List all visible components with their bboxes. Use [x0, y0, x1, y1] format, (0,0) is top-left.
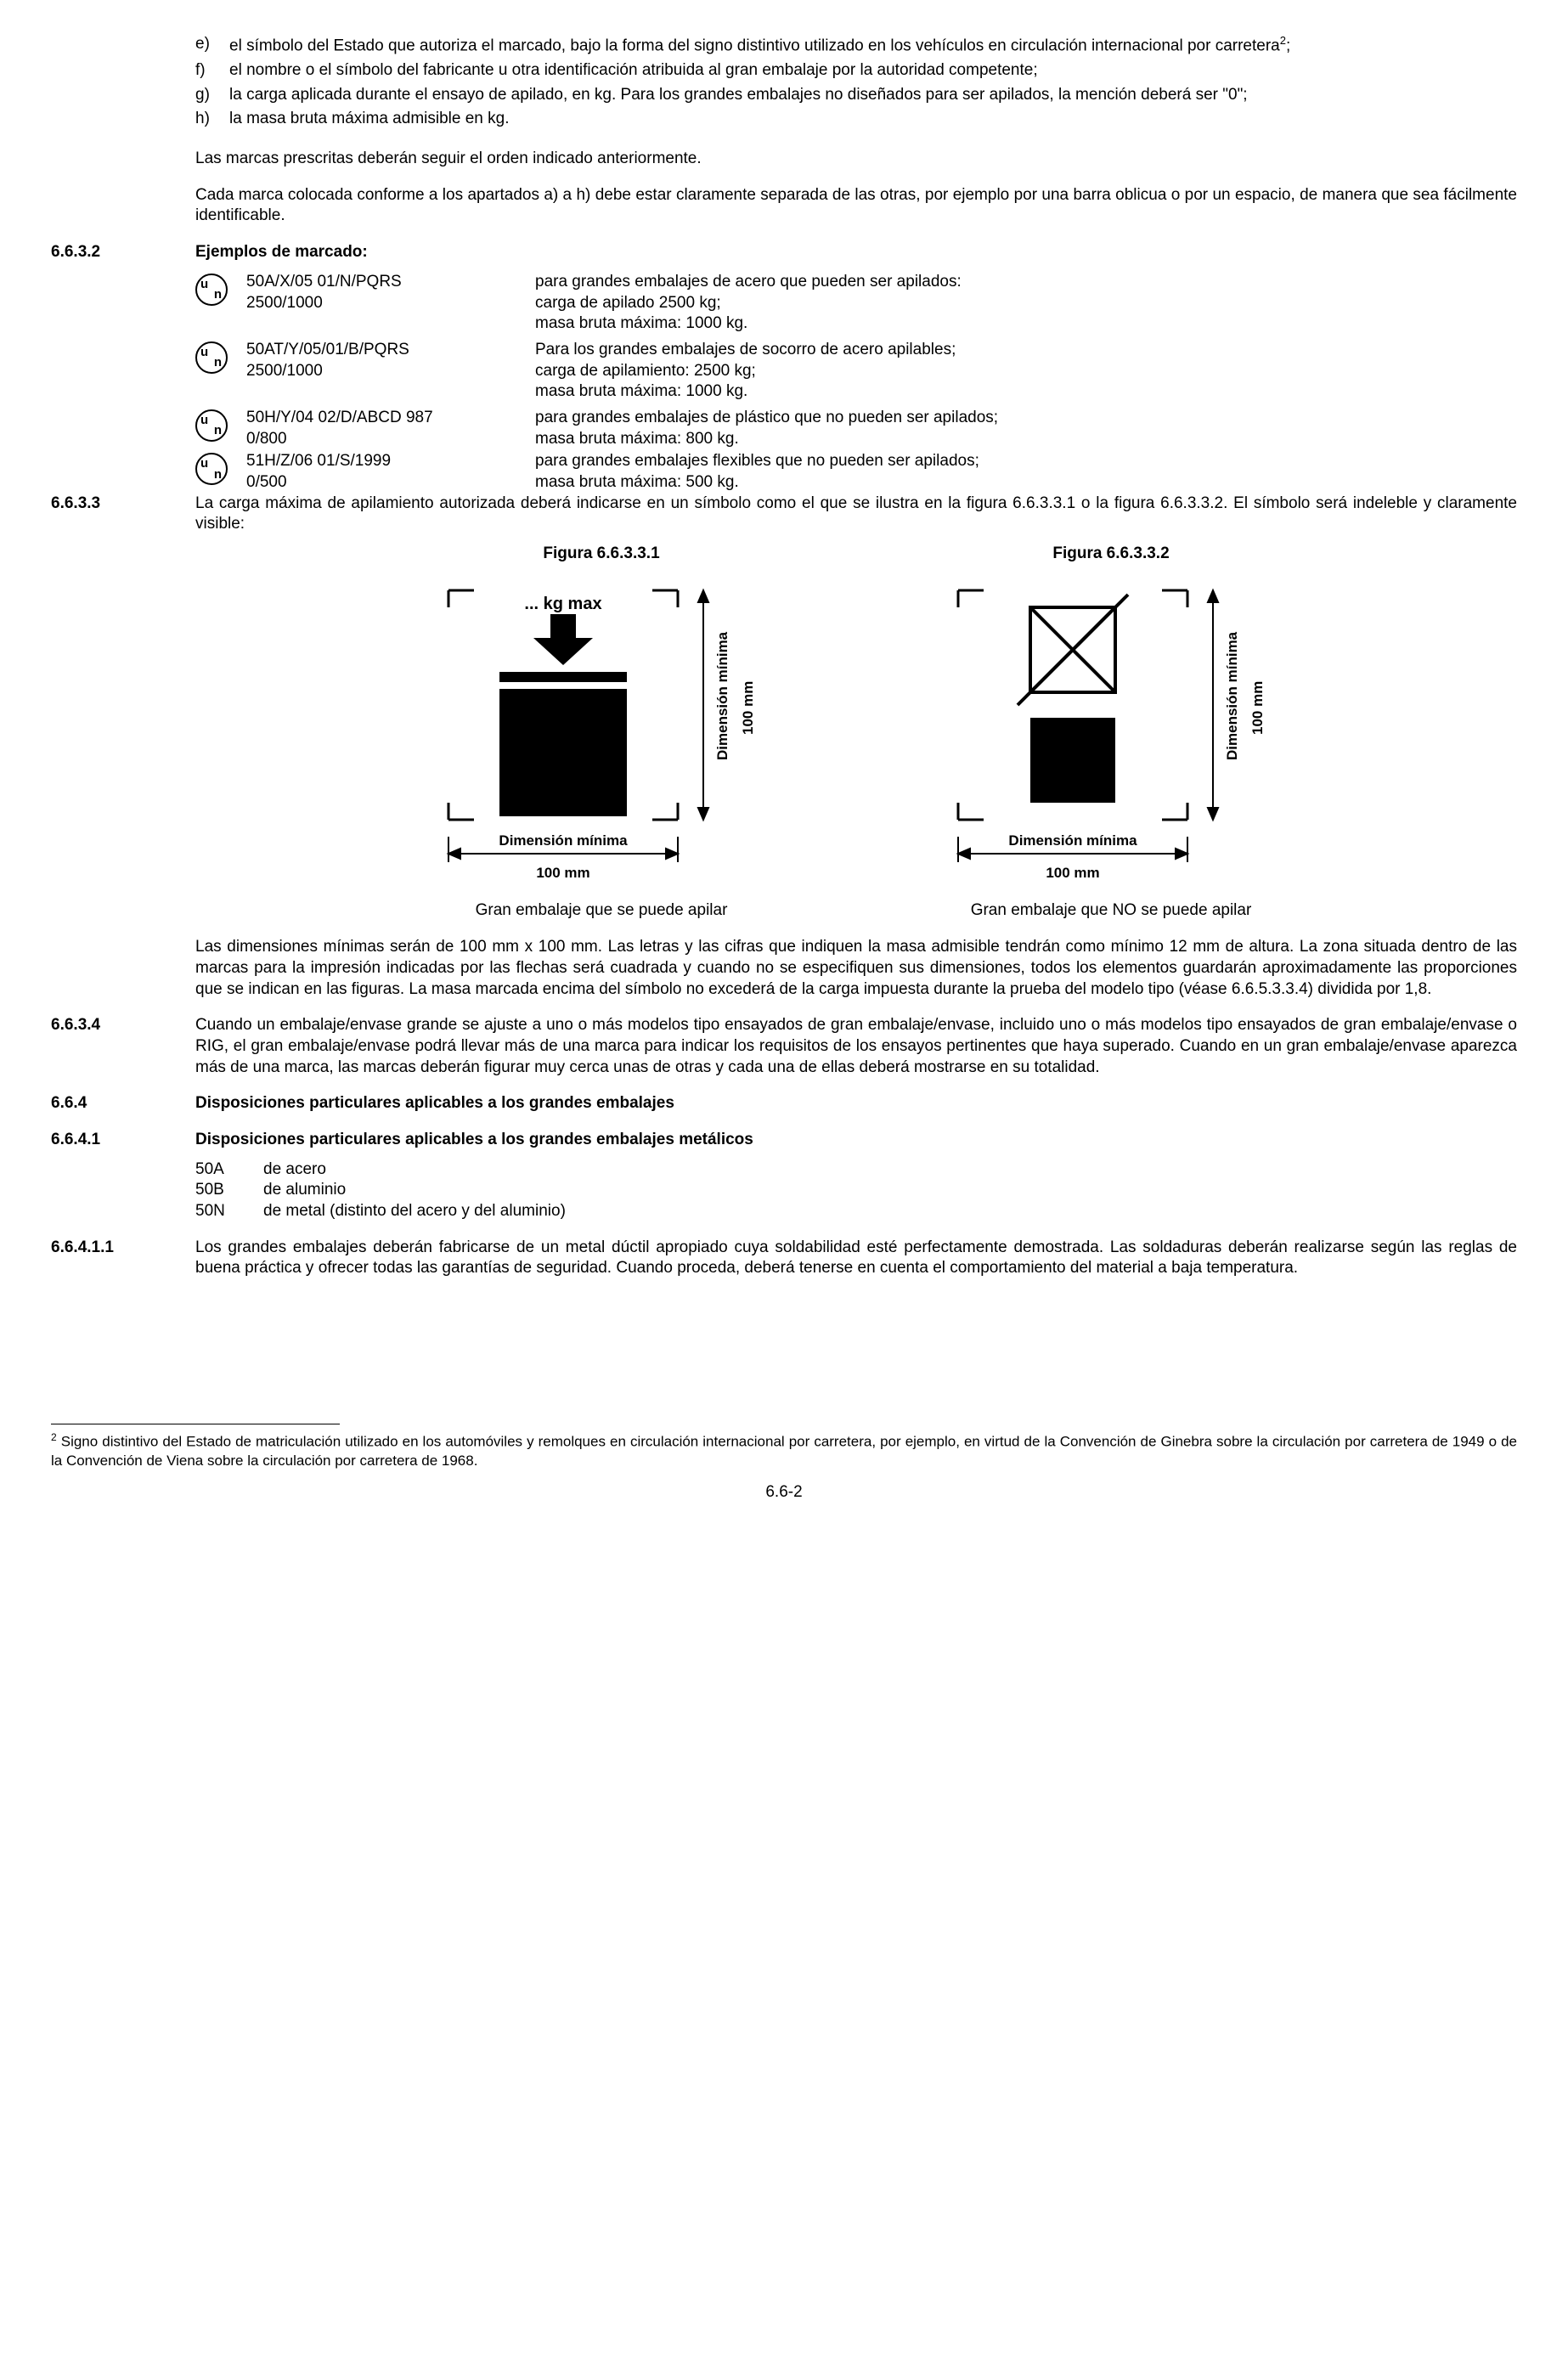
paragraph-sep: Cada marca colocada conforme a los apart…	[195, 185, 1517, 227]
example-desc: para grandes embalajes flexibles que no …	[535, 451, 1517, 472]
un-icon: un	[195, 409, 228, 442]
page-number: 6.6-2	[51, 1482, 1517, 1503]
metal-row: 50N de metal (distinto del acero y del a…	[195, 1201, 1517, 1222]
figure-title: Figura 6.6.3.3.1	[398, 544, 805, 565]
figure-6-6-3-3-2: Figura 6.6.3.3.2	[907, 544, 1315, 922]
un-icon: un	[195, 453, 228, 485]
section-text: La carga máxima de apilamiento autorizad…	[195, 494, 1517, 535]
list-marker: h)	[195, 109, 229, 130]
metal-code: 50N	[195, 1201, 263, 1222]
dim-label: Dimensión mínima	[499, 832, 628, 849]
footnote: 2 Signo distintivo del Estado de matricu…	[51, 1431, 1517, 1470]
figure-caption: Gran embalaje que se puede apilar	[398, 900, 805, 922]
dim-label: Dimensión mínima	[714, 631, 730, 760]
metal-code: 50B	[195, 1180, 263, 1201]
section-number: 6.6.3.2	[51, 242, 195, 263]
list-marker: g)	[195, 85, 229, 106]
metal-code: 50A	[195, 1159, 263, 1181]
metal-row: 50B de aluminio	[195, 1180, 1517, 1201]
footnote-ref: 2	[1280, 34, 1286, 47]
figure-title: Figura 6.6.3.3.2	[907, 544, 1315, 565]
example-desc: carga de apilamiento: 2500 kg;	[535, 361, 1517, 382]
example-code: 50H/Y/04 02/D/ABCD 987	[246, 408, 518, 429]
stacking-not-allowed-icon: Dimensión mínima 100 mm Dimensión mínima…	[907, 573, 1315, 888]
dim-value: 100 mm	[536, 865, 589, 881]
list-item-f: el nombre o el símbolo del fabricante u …	[229, 60, 1517, 82]
metal-desc: de metal (distinto del acero y del alumi…	[263, 1201, 566, 1222]
paragraph-dimensions: Las dimensiones mínimas serán de 100 mm …	[195, 937, 1517, 1000]
example-desc: masa bruta máxima: 1000 kg.	[535, 381, 1517, 403]
list-item-h: la masa bruta máxima admisible en kg.	[229, 109, 1517, 130]
example-desc: masa bruta máxima: 800 kg.	[535, 429, 1517, 450]
section-text: Cuando un embalaje/envase grande se ajus…	[195, 1015, 1517, 1078]
metal-desc: de acero	[263, 1159, 326, 1181]
paragraph-order: Las marcas prescritas deberán seguir el …	[195, 149, 1517, 170]
list-marker: e)	[195, 34, 229, 57]
example-code: 50AT/Y/05/01/B/PQRS	[246, 340, 518, 361]
dim-label: Dimensión mínima	[1008, 832, 1137, 849]
kg-max-label: ... kg max	[524, 595, 601, 613]
stacking-allowed-icon: ... kg max Dimensión mínima 100	[398, 573, 805, 888]
section-number: 6.6.4.1.1	[51, 1238, 195, 1279]
example-desc: Para los grandes embalajes de socorro de…	[535, 340, 1517, 361]
section-number: 6.6.4.1	[51, 1130, 195, 1151]
example-code: 0/500	[246, 472, 518, 494]
un-icon: un	[195, 274, 228, 306]
example-desc: para grandes embalajes de acero que pued…	[535, 272, 1517, 293]
metal-desc: de aluminio	[263, 1180, 346, 1201]
example-code: 2500/1000	[246, 293, 518, 314]
section-number: 6.6.3.3	[51, 494, 195, 535]
un-icon: un	[195, 341, 228, 374]
section-number: 6.6.4	[51, 1093, 195, 1114]
dim-value: 100 mm	[1249, 680, 1266, 734]
section-title: Ejemplos de marcado:	[195, 242, 1517, 263]
list-text-e: el símbolo del Estado que autoriza el ma…	[229, 37, 1280, 54]
list-item-e: el símbolo del Estado que autoriza el ma…	[229, 34, 1517, 57]
list-item-g: la carga aplicada durante el ensayo de a…	[229, 85, 1517, 106]
section-number: 6.6.3.4	[51, 1015, 195, 1078]
section-title: Disposiciones particulares aplicables a …	[195, 1093, 1517, 1114]
dim-value: 100 mm	[1046, 865, 1099, 881]
example-desc: masa bruta máxima: 500 kg.	[535, 472, 1517, 494]
section-text: Los grandes embalajes deberán fabricarse…	[195, 1238, 1517, 1279]
example-desc: carga de apilado 2500 kg;	[535, 293, 1517, 314]
list-marker: f)	[195, 60, 229, 82]
figure-6-6-3-3-1: Figura 6.6.3.3.1 ... kg max	[398, 544, 805, 922]
example-desc: masa bruta máxima: 1000 kg.	[535, 313, 1517, 335]
metal-row: 50A de acero	[195, 1159, 1517, 1181]
dim-value: 100 mm	[740, 680, 756, 734]
example-code: 51H/Z/06 01/S/1999	[246, 451, 518, 472]
example-desc: para grandes embalajes de plástico que n…	[535, 408, 1517, 429]
section-title: Disposiciones particulares aplicables a …	[195, 1130, 1517, 1151]
dim-label: Dimensión mínima	[1224, 631, 1240, 760]
footnote-text: Signo distintivo del Estado de matricula…	[51, 1434, 1517, 1469]
figure-caption: Gran embalaje que NO se puede apilar	[907, 900, 1315, 922]
examples-table: un 50A/X/05 01/N/PQRS 2500/1000 para gra…	[195, 272, 1517, 494]
footnote-marker: 2	[51, 1431, 57, 1443]
example-code: 0/800	[246, 429, 518, 450]
example-code: 50A/X/05 01/N/PQRS	[246, 272, 518, 293]
example-code: 2500/1000	[246, 361, 518, 382]
